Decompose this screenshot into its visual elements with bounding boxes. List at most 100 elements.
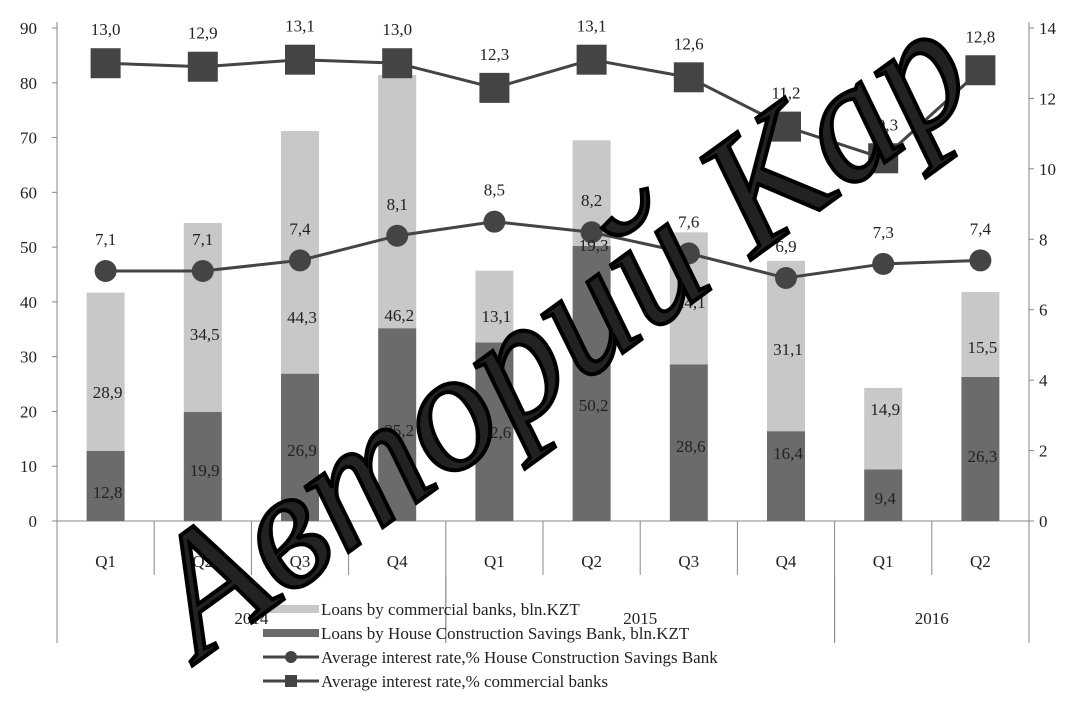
point-house-construction-rate xyxy=(677,242,700,265)
label-commercial-banks-rate: 12,6 xyxy=(674,34,704,53)
left-tick-label: 10 xyxy=(20,457,37,476)
label-commercial-banks-loans: 46,2 xyxy=(384,306,414,325)
label-commercial-banks-rate: 12,8 xyxy=(966,27,996,46)
line-commercial-banks-rate xyxy=(105,58,982,160)
label-commercial-banks-rate: 12,3 xyxy=(480,45,510,64)
data-labels-group: 12,8 19,9 26,9 35,2 32,6 50,2 28,6 16,4 9,4 26,3 2… xyxy=(91,17,998,508)
bar-commercial-banks xyxy=(378,75,417,329)
label-commercial-banks-rate: 13,1 xyxy=(285,17,315,36)
year-label: 2015 xyxy=(623,609,657,628)
left-tick-label: 70 xyxy=(20,129,37,148)
bar-house-construction xyxy=(86,450,125,521)
label-house-construction-loans: 26,9 xyxy=(287,441,317,460)
left-tick-label: 30 xyxy=(20,348,37,367)
legend-swatch-commercial-banks xyxy=(263,605,319,613)
label-house-construction-loans: 32,6 xyxy=(482,423,512,442)
bar-commercial-banks xyxy=(961,292,1000,377)
label-commercial-banks-rate: 12,9 xyxy=(188,24,218,43)
bar-house-construction xyxy=(183,411,222,521)
label-house-construction-rate: 7,1 xyxy=(95,230,116,249)
label-commercial-banks-rate: 13,0 xyxy=(382,20,412,39)
legend-label: Average interest rate,% commercial banks xyxy=(321,672,608,691)
right-tick-label: 4 xyxy=(1039,371,1048,390)
label-house-construction-rate: 7,4 xyxy=(970,219,992,238)
right-tick-label: 2 xyxy=(1039,442,1048,461)
label-commercial-banks-loans: 13,1 xyxy=(482,307,512,326)
right-tick-label: 8 xyxy=(1039,230,1048,249)
label-house-construction-loans: 26,3 xyxy=(968,447,998,466)
bar-house-construction xyxy=(475,342,514,521)
category-label: Q4 xyxy=(776,552,797,571)
category-label: Q2 xyxy=(581,552,602,571)
right-tick-label: 12 xyxy=(1039,89,1056,108)
point-house-construction-rate xyxy=(969,249,992,272)
axes-group: 0 10 20 30 40 50 60 70 80 90 0 2 4 6 8 10 12 14 Q1 Q2 Q3 Q4 Q1… xyxy=(20,19,1057,643)
point-commercial-banks-rate xyxy=(965,55,996,86)
category-label: Q3 xyxy=(678,552,699,571)
line-house-construction-rate xyxy=(105,220,981,280)
year-label: 2016 xyxy=(915,609,949,628)
label-house-construction-loans: 35,2 xyxy=(384,421,414,440)
year-label: 2014 xyxy=(234,609,269,628)
right-tick-label: 0 xyxy=(1039,512,1048,531)
label-commercial-banks-rate: 13,0 xyxy=(91,20,121,39)
point-house-construction-rate xyxy=(775,267,797,290)
point-commercial-banks-rate xyxy=(90,48,121,79)
left-tick-label: 90 xyxy=(20,19,37,38)
legend-swatch-house-construction xyxy=(263,629,319,637)
category-label: Q3 xyxy=(290,552,311,571)
label-commercial-banks-rate: 10,3 xyxy=(868,115,898,134)
legend-label: Average interest rate,% House Constructi… xyxy=(321,648,718,667)
category-label: Q1 xyxy=(484,552,505,571)
point-house-construction-rate xyxy=(94,259,117,282)
category-label: Q2 xyxy=(192,552,213,571)
label-house-construction-rate: 7,1 xyxy=(192,230,213,249)
label-house-construction-rate: 8,2 xyxy=(581,191,602,210)
legend-marker-circle xyxy=(285,651,297,663)
label-commercial-banks-loans: 15,5 xyxy=(968,338,998,357)
label-house-construction-loans: 12,8 xyxy=(93,483,123,502)
point-house-construction-rate xyxy=(191,259,214,282)
bar-house-construction xyxy=(767,431,805,521)
point-commercial-banks-rate xyxy=(576,44,607,75)
label-house-construction-rate: 7,4 xyxy=(289,219,311,238)
left-tick-label: 20 xyxy=(20,402,37,421)
bar-house-construction xyxy=(864,469,903,521)
point-commercial-banks-rate xyxy=(187,51,218,82)
category-label: Q1 xyxy=(95,552,116,571)
label-commercial-banks-loans: 44,3 xyxy=(287,308,317,327)
point-house-construction-rate xyxy=(386,224,409,247)
legend-label: Loans by House Construction Savings Bank… xyxy=(321,624,690,643)
label-commercial-banks-rate: 11,2 xyxy=(771,84,800,103)
label-commercial-banks-loans: 28,9 xyxy=(93,383,123,402)
label-house-construction-rate: 6,9 xyxy=(775,237,796,256)
label-commercial-banks-loans: 19,3 xyxy=(579,236,609,255)
bars-group xyxy=(86,75,1000,521)
label-house-construction-loans: 19,9 xyxy=(190,461,220,480)
point-house-construction-rate xyxy=(483,210,506,233)
bar-commercial-banks xyxy=(864,387,903,470)
right-tick-label: 10 xyxy=(1039,160,1056,179)
label-house-construction-rate: 7,6 xyxy=(678,212,699,231)
category-label: Q4 xyxy=(387,552,408,571)
left-tick-label: 50 xyxy=(20,238,37,257)
bar-commercial-banks xyxy=(86,292,125,451)
label-house-construction-rate: 8,1 xyxy=(387,195,408,214)
label-commercial-banks-loans: 31,1 xyxy=(773,340,803,359)
point-commercial-banks-rate xyxy=(771,111,801,142)
category-label: Q1 xyxy=(873,552,894,571)
bar-commercial-banks xyxy=(767,260,805,432)
right-tick-label: 6 xyxy=(1039,301,1048,320)
bar-house-construction xyxy=(378,328,417,521)
point-commercial-banks-rate xyxy=(673,62,704,93)
point-commercial-banks-rate xyxy=(479,72,510,103)
point-commercial-banks-rate xyxy=(285,44,315,75)
left-tick-label: 0 xyxy=(29,512,38,531)
label-commercial-banks-rate: 13,1 xyxy=(577,17,607,36)
point-commercial-banks-rate xyxy=(382,48,413,79)
point-house-construction-rate xyxy=(872,252,895,275)
label-house-construction-rate: 8,5 xyxy=(484,181,505,200)
left-tick-label: 40 xyxy=(20,293,37,312)
bar-house-construction xyxy=(281,373,319,521)
